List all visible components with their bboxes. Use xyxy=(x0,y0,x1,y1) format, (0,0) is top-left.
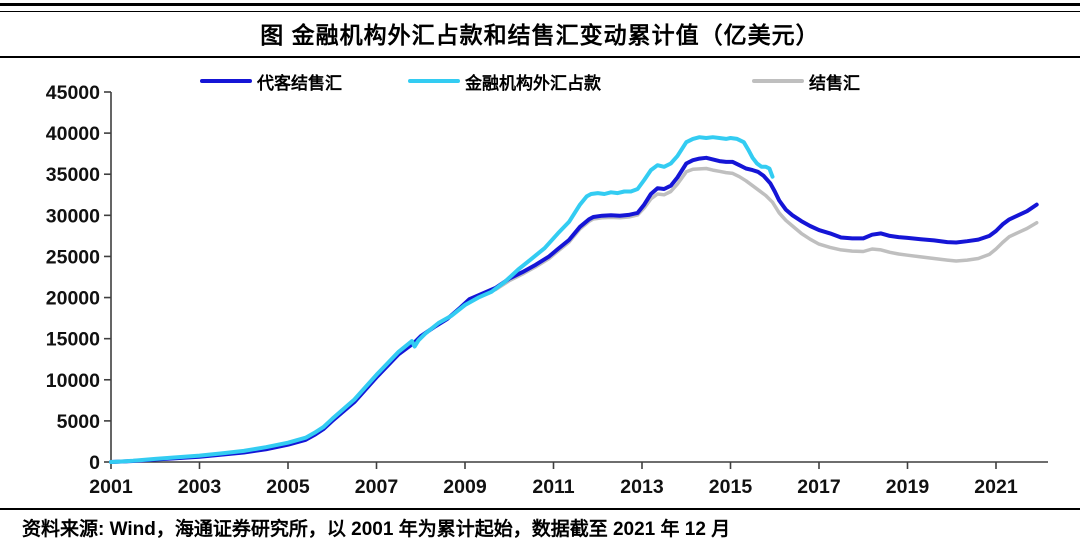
series-line-金融机构外汇占款 xyxy=(109,135,775,464)
legend-item-代客结售汇: 代客结售汇 xyxy=(200,71,342,93)
legend-swatch-金融机构外汇占款 xyxy=(408,79,460,83)
legend-swatch-代客结售汇 xyxy=(200,79,252,83)
x-tick-label: 2011 xyxy=(532,476,574,498)
axes xyxy=(110,92,1048,463)
y-tick-label: 0 xyxy=(89,452,100,474)
legend-item-金融机构外汇占款: 金融机构外汇占款 xyxy=(408,71,601,93)
legend-label-金融机构外汇占款: 金融机构外汇占款 xyxy=(465,73,601,93)
x-tick-label: 2005 xyxy=(266,476,310,498)
x-tick-label: 2009 xyxy=(443,476,487,498)
y-tick-label: 25000 xyxy=(46,246,100,268)
top-rule-thick xyxy=(0,3,1080,6)
source-note: 资料来源: Wind，海通证券研究所，以 2001 年为累计起始，数据截至 20… xyxy=(22,519,731,540)
legend-item-结售汇: 结售汇 xyxy=(752,71,860,93)
title-bottom-rule xyxy=(0,56,1080,58)
x-tick-label: 2021 xyxy=(974,476,1018,498)
y-tick-label: 45000 xyxy=(46,82,100,104)
x-tick-label: 2003 xyxy=(178,476,222,498)
y-tick-label: 5000 xyxy=(57,411,101,433)
x-tick-label: 2007 xyxy=(355,476,398,498)
y-tick-label: 10000 xyxy=(46,370,100,392)
y-tick-label: 40000 xyxy=(46,123,100,145)
chart-title: 图 金融机构外汇占款和结售汇变动累计值（亿美元） xyxy=(260,22,820,48)
x-tick-label: 2015 xyxy=(709,476,753,498)
top-rule-thin xyxy=(0,11,1080,12)
y-tick-label: 30000 xyxy=(46,205,100,227)
series-line-代客结售汇 xyxy=(109,155,1039,464)
legend-swatch-结售汇 xyxy=(752,79,804,83)
y-tick-label: 35000 xyxy=(46,164,100,186)
y-tick-label: 15000 xyxy=(46,329,100,351)
y-tick-label: 20000 xyxy=(46,288,100,310)
legend-label-结售汇: 结售汇 xyxy=(809,73,860,93)
legend-label-代客结售汇: 代客结售汇 xyxy=(257,73,342,93)
chart-legend: 代客结售汇 金融机构外汇占款 结售汇 xyxy=(0,71,1080,93)
x-tick-label: 2001 xyxy=(89,476,133,498)
x-tick-label: 2017 xyxy=(797,476,840,498)
footer-top-rule xyxy=(0,508,1080,510)
x-tick-label: 2019 xyxy=(886,476,930,498)
x-tick-label: 2013 xyxy=(620,476,664,498)
